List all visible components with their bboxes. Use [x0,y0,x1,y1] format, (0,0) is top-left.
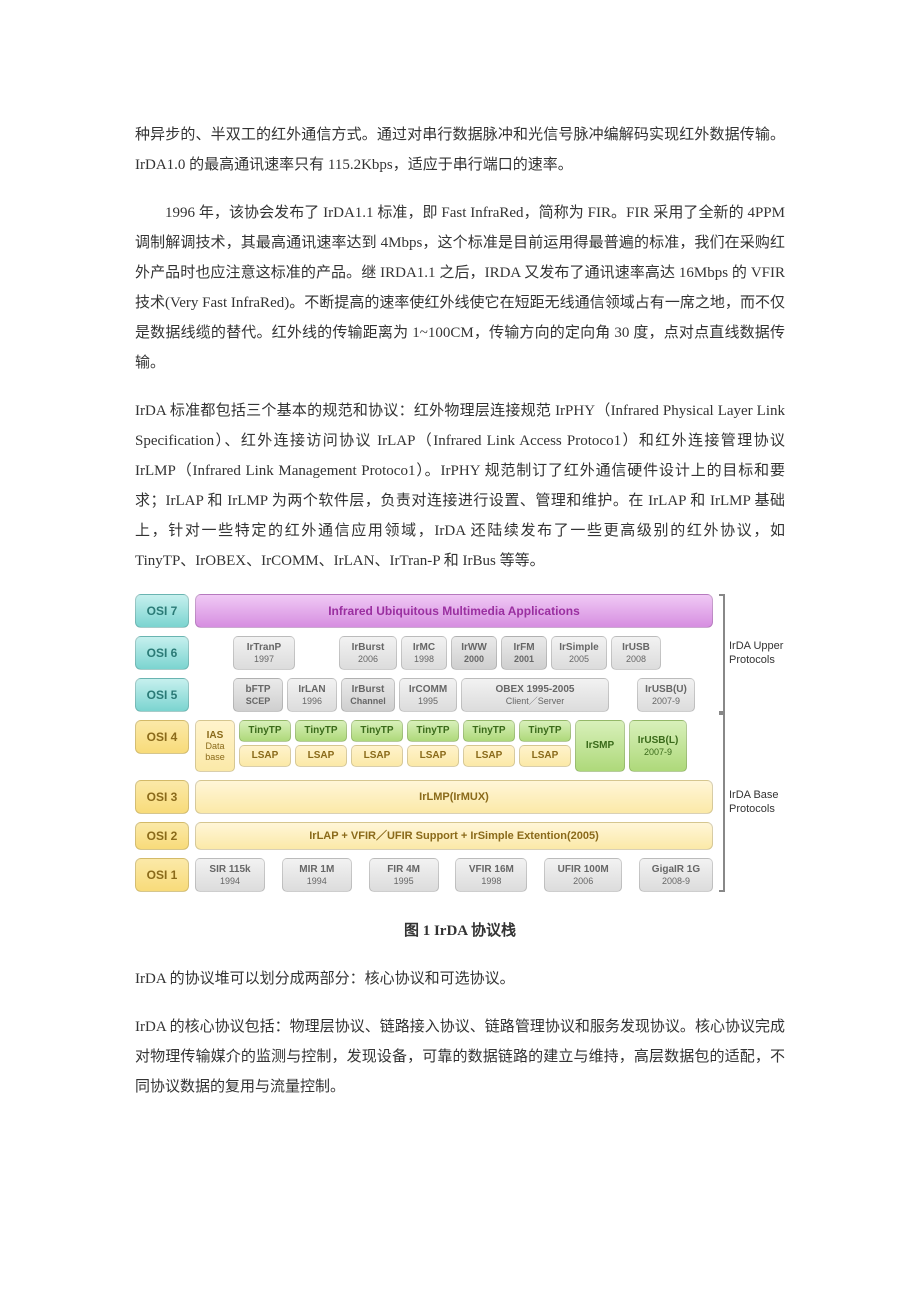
proto-box: GigaIR 1G2008-9 [639,858,713,892]
proto-box: IrTranP1997 [233,636,295,670]
osi-2-label: OSI 2 [135,822,189,850]
osi5-row: bFTPSCEPIrLAN1996IrBurstChannelIrCOMM199… [195,678,713,712]
proto-box: IrUSB(L)2007-9 [629,720,687,772]
proto-box: TinyTP [519,720,571,742]
proto-box: LSAP [295,745,347,767]
osi2-bar: IrLAP + VFIR／UFIR Support + IrSimple Ext… [195,822,713,850]
proto-box: TinyTP [351,720,403,742]
proto-box: IrUSB2008 [611,636,661,670]
proto-box: LSAP [239,745,291,767]
proto-box: IrBurst2006 [339,636,397,670]
proto-box: IrSMP [575,720,625,772]
osi-4-label: OSI 4 [135,720,189,754]
legend-base-2: Protocols [729,803,779,816]
osi3-bar: IrLMP(IrMUX) [195,780,713,814]
proto-box: LSAP [463,745,515,767]
proto-box: UFIR 100M2006 [544,858,622,892]
osi7-bar: Infrared Ubiquitous Multimedia Applicati… [195,594,713,628]
proto-box: IrLAN1996 [287,678,337,712]
proto-box: OBEX 1995-2005Client／Server [461,678,609,712]
irda-protocol-diagram: OSI 7 Infrared Ubiquitous Multimedia App… [135,594,785,892]
proto-box: MIR 1M1994 [282,858,352,892]
osi-1-label: OSI 1 [135,858,189,892]
proto-box: TinyTP [239,720,291,742]
paragraph-4: IrDA 的协议堆可以划分成两部分：核心协议和可选协议。 [135,964,785,994]
proto-box: TinyTP [463,720,515,742]
legend-upper-1: IrDA Upper [729,640,783,653]
proto-box: IrMC1998 [401,636,447,670]
proto-box: IrBurstChannel [341,678,395,712]
diagram-legend: IrDA Upper Protocols IrDA Base Protocols [713,594,785,892]
paragraph-3: IrDA 标准都包括三个基本的规范和协议：红外物理层连接规范 IrPHY（Inf… [135,396,785,576]
proto-box: LSAP [407,745,459,767]
proto-box: SIR 115k1994 [195,858,265,892]
proto-box: LSAP [519,745,571,767]
proto-box: TinyTP [295,720,347,742]
proto-box: TinyTP [407,720,459,742]
osi6-row: IrTranP1997IrBurst2006IrMC1998IrWW2000Ir… [195,636,713,670]
proto-box: IrUSB(U)2007-9 [637,678,695,712]
paragraph-2: 1996 年，该协会发布了 IrDA1.1 标准，即 Fast InfraRed… [135,198,785,378]
osi1-row: SIR 115k1994 MIR 1M1994 FIR 4M1995 VFIR 16M… [195,858,713,892]
figure-caption: 图 1 IrDA 协议栈 [135,916,785,946]
osi4-row: IASDatabaseTinyTPLSAPTinyTPLSAPTinyTPLSA… [195,720,713,772]
osi-6-label: OSI 6 [135,636,189,670]
osi-5-label: OSI 5 [135,678,189,712]
proto-box: IrCOMM1995 [399,678,457,712]
legend-base-1: IrDA Base [729,789,779,802]
proto-box: IrFM2001 [501,636,547,670]
proto-box: LSAP [351,745,403,767]
paragraph-1: 种异步的、半双工的红外通信方式。通过对串行数据脉冲和光信号脉冲编解码实现红外数据… [135,120,785,180]
proto-box: IrWW2000 [451,636,497,670]
proto-box: IrSimple2005 [551,636,607,670]
proto-box: FIR 4M1995 [369,858,439,892]
osi-7-label: OSI 7 [135,594,189,628]
legend-upper-2: Protocols [729,654,783,667]
proto-box: bFTPSCEP [233,678,283,712]
proto-box: VFIR 16M1998 [455,858,527,892]
osi-3-label: OSI 3 [135,780,189,814]
proto-box: IASDatabase [195,720,235,772]
paragraph-5: IrDA 的核心协议包括：物理层协议、链路接入协议、链路管理协议和服务发现协议。… [135,1012,785,1102]
